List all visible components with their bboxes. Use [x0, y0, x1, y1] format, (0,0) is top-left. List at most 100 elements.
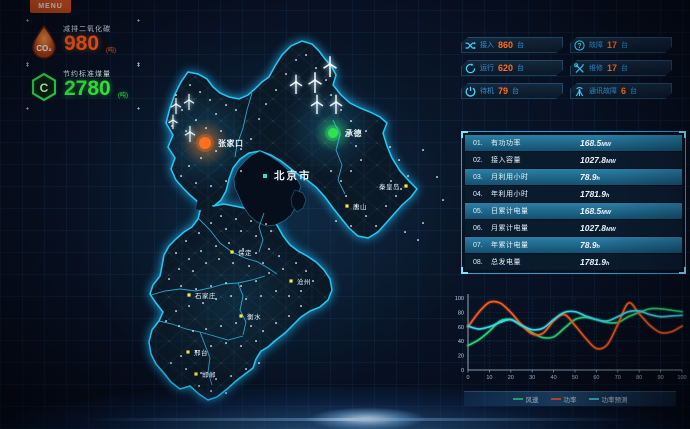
pill-value: 860 [498, 40, 514, 50]
legend-item-功率[interactable]: 功率 [550, 394, 577, 404]
row-label: 日累计电量 [491, 208, 529, 215]
svg-text:90: 90 [658, 375, 664, 381]
menu-button[interactable]: MENU [30, 0, 71, 13]
city-label: 衡水 [247, 312, 261, 321]
legend-label: 功率 [563, 397, 577, 404]
legend-item-功率预测[interactable]: 功率预测 [588, 394, 628, 404]
pill-unit: 台 [621, 65, 629, 72]
legend-label: 风速 [525, 397, 539, 404]
status-pill-通讯故障[interactable]: 通讯故障 6 台 [570, 83, 672, 99]
row-value: 78.9h [580, 172, 600, 182]
power-line-chart: 0 20 40 60 80 100 0 10 20 30 40 50 60 70 80 90 100 [455, 294, 687, 381]
pill-label: 故障 [589, 42, 603, 49]
coal-hexagon-icon: C [30, 72, 58, 106]
status-pill-运行[interactable]: 运行 620 台 [461, 60, 563, 76]
pill-value: 6 [621, 86, 627, 96]
legend-item-风速[interactable]: 风速 [512, 394, 539, 404]
status-pill-接入[interactable]: 接入 860 台 [461, 37, 563, 53]
status-pill-维修[interactable]: 维修 17 台 [570, 60, 672, 76]
mesh-glow-south [160, 225, 310, 375]
legend-swatch [512, 398, 523, 400]
pill-unit: 台 [517, 65, 525, 72]
svg-text:40: 40 [458, 339, 464, 345]
row-value: 168.5MW [580, 206, 612, 216]
svg-text:60: 60 [458, 325, 464, 331]
pill-label: 通讯故障 [589, 88, 617, 95]
row-number: 03. [473, 173, 483, 181]
pill-unit: 台 [630, 88, 638, 95]
svg-text:70: 70 [615, 375, 621, 381]
row-number: 04. [473, 190, 483, 198]
pill-value: 17 [607, 63, 618, 73]
svg-text:50: 50 [572, 375, 578, 381]
table-row: 06. 月累计电量 1027.8MW [465, 220, 682, 236]
row-number: 06. [473, 224, 483, 232]
city-label: 唐山 [353, 202, 367, 211]
table-row: 02. 接入容量 1027.8MW [465, 152, 682, 168]
device-status-pills: 接入 860 台? 故障 17 台运行 620 台维修 17 台待机 79 台通讯故障 6 台 [461, 37, 674, 99]
row-value: 1781.9h [580, 257, 610, 267]
status-pill-故障[interactable]: ? 故障 17 台 [570, 37, 672, 53]
lens-flare-line [80, 418, 640, 421]
city-label: 邢台 [194, 348, 208, 357]
city-label: 张家口 [218, 138, 244, 148]
pill-unit: 台 [512, 88, 520, 95]
legend-swatch [588, 398, 599, 400]
pill-value: 17 [607, 40, 618, 50]
table-row: 05. 日累计电量 168.5MW [465, 203, 682, 219]
table-row: 03. 月利用小时 78.9h [465, 169, 682, 185]
svg-text:30: 30 [529, 375, 535, 381]
question-icon: ? [574, 40, 585, 51]
svg-text:?: ? [577, 43, 581, 50]
svg-text:0: 0 [461, 368, 464, 374]
pill-unit: 台 [517, 42, 525, 49]
svg-text:CO₂: CO₂ [36, 44, 52, 53]
city-label: 秦皇岛 [379, 182, 400, 191]
legend-label: 功率预测 [601, 397, 628, 404]
legend-swatch [550, 398, 561, 400]
row-number: 07. [473, 241, 483, 249]
row-value: 1781.9h [580, 189, 610, 199]
table-row: 08. 总发电量 1781.9h [465, 254, 682, 270]
row-value: 168.5MW [580, 138, 612, 148]
svg-text:100: 100 [455, 296, 464, 302]
row-number: 02. [473, 156, 483, 164]
row-value: 78.9h [580, 240, 600, 250]
row-value: 1027.8MW [580, 155, 616, 165]
svg-text:80: 80 [458, 310, 464, 316]
pill-label: 待机 [480, 88, 494, 95]
city-label: 承德 [345, 128, 362, 138]
pill-value: 79 [498, 86, 509, 96]
pill-unit: 台 [621, 42, 629, 49]
shuffle-icon [465, 40, 476, 51]
svg-text:60: 60 [593, 375, 599, 381]
svg-text:40: 40 [551, 375, 557, 381]
city-label: 石家庄 [195, 291, 216, 300]
svg-text:0: 0 [466, 375, 469, 381]
svg-text:20: 20 [508, 375, 514, 381]
row-number: 08. [473, 258, 483, 266]
svg-text:80: 80 [636, 375, 642, 381]
row-label: 年利用小时 [491, 191, 529, 198]
row-label: 年累计电量 [491, 242, 529, 249]
svg-text:20: 20 [458, 354, 464, 360]
table-row: 01. 有功功率 168.5MW [465, 135, 682, 151]
city-label: 邯郸 [202, 371, 216, 379]
table-row: 07. 年累计电量 78.9h [465, 237, 682, 253]
chart-legend: 风速 功率 功率预测 [464, 391, 676, 406]
row-number: 01. [473, 139, 483, 147]
antenna-icon [574, 86, 585, 97]
row-number: 05. [473, 207, 483, 215]
power-stats-panel: 01. 有功功率 168.5MW 02. 接入容量 1027.8MW 03. 月利用小时 78.… [461, 131, 686, 274]
row-label: 月累计电量 [491, 225, 529, 232]
svg-text:100: 100 [677, 375, 686, 381]
tools-icon [574, 63, 585, 74]
status-pill-待机[interactable]: 待机 79 台 [461, 83, 563, 99]
city-label: 沧州 [297, 277, 311, 286]
svg-text:C: C [40, 81, 49, 95]
row-label: 接入容量 [491, 157, 521, 164]
row-label: 总发电量 [491, 259, 521, 266]
svg-text:10: 10 [486, 375, 492, 381]
